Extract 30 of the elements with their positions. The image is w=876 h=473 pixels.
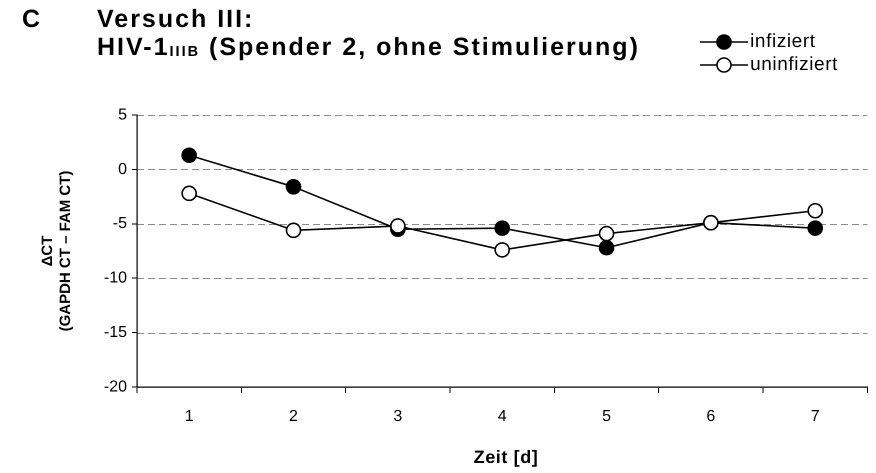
point <box>390 218 406 234</box>
y-tick-label: -20 <box>104 378 128 396</box>
legend-label: uninfiziert <box>750 53 838 76</box>
y-tick-label: 0 <box>118 160 128 178</box>
y-tick-label: -15 <box>104 324 128 342</box>
x-axis-title: Zeit [d] <box>474 447 538 468</box>
chart-title: Versuch III: <box>97 5 254 34</box>
point <box>598 240 614 256</box>
point <box>181 186 197 202</box>
y-tick-label: -5 <box>112 215 128 232</box>
text: C <box>22 5 40 34</box>
point <box>494 220 510 236</box>
x-tick-label: 1 <box>184 408 194 426</box>
y-tick-label: 5 <box>118 106 128 124</box>
point <box>181 147 197 164</box>
x-tick-label: 6 <box>706 408 716 426</box>
y-tick-label: -10 <box>104 270 128 287</box>
point <box>494 242 510 258</box>
point <box>807 220 824 236</box>
x-tick-label: 2 <box>289 408 298 426</box>
point <box>598 226 614 242</box>
x-tick-label: 4 <box>498 408 507 426</box>
x-tick-label: 3 <box>393 408 402 426</box>
point <box>807 202 824 219</box>
point <box>286 222 302 238</box>
x-tick-label: 5 <box>602 408 612 426</box>
y-axis-title: ΔCT (GAPDH CT – FAM CT) <box>39 170 75 332</box>
legend-label: infiziert <box>750 30 816 53</box>
point <box>286 179 302 195</box>
x-tick-label: 7 <box>810 408 820 426</box>
